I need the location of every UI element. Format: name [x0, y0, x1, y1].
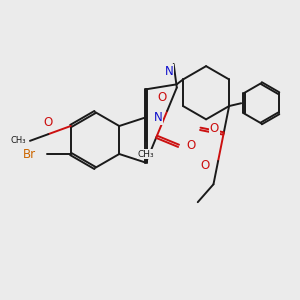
Text: CH₃: CH₃ — [138, 150, 154, 159]
Text: O: O — [44, 116, 53, 129]
Text: O: O — [200, 160, 210, 172]
Text: O: O — [158, 92, 167, 104]
Text: O: O — [210, 122, 219, 135]
Text: N: N — [154, 111, 162, 124]
Text: O: O — [186, 139, 195, 152]
Text: CH₃: CH₃ — [10, 136, 26, 145]
Text: Br: Br — [22, 148, 35, 160]
Text: N: N — [165, 65, 173, 78]
